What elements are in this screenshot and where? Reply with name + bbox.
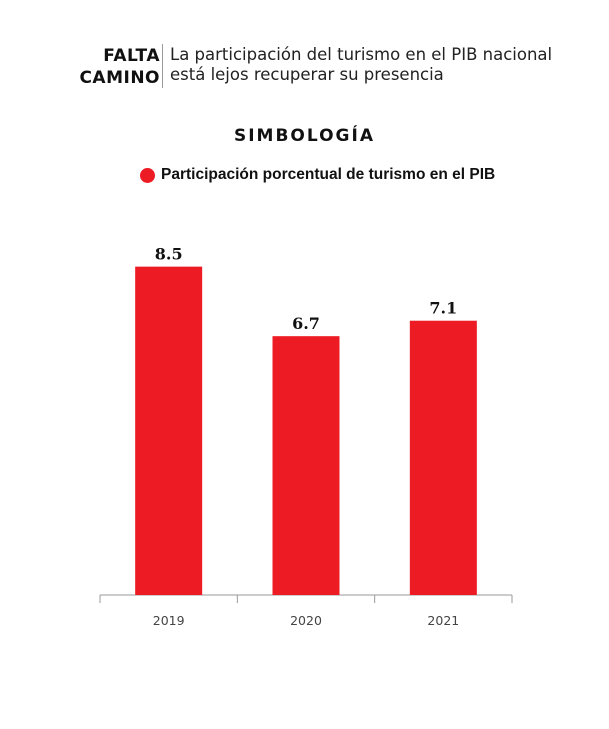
legend-label: Participación porcentual de turismo en e… — [161, 166, 496, 183]
kicker-line: FALTA — [103, 46, 160, 66]
headline-line: está lejos recuperar su presencia — [170, 65, 444, 84]
bar-2021 — [409, 320, 477, 595]
bar-2019 — [135, 266, 203, 595]
headline-line: La participación del turismo en el PIB n… — [170, 45, 553, 64]
header-divider — [162, 44, 163, 88]
kicker-line: CAMINO — [79, 68, 160, 88]
header: FALTA CAMINO La participación del turism… — [0, 40, 609, 90]
x-tick-label-2019: 2019 — [153, 613, 185, 628]
data-label-2020: 6.7 — [292, 314, 320, 333]
legend-swatch-icon — [140, 167, 155, 183]
kicker: FALTA CAMINO — [79, 45, 160, 89]
x-tick-label-2020: 2020 — [290, 613, 322, 628]
legend-entry: Participación porcentual de turismo en e… — [140, 165, 495, 185]
data-label-2021: 7.1 — [429, 299, 457, 318]
x-tick-label-2021: 2021 — [427, 613, 459, 628]
headline: La participación del turismo en el PIB n… — [170, 45, 590, 85]
data-label-2019: 8.5 — [155, 245, 183, 264]
bar-2020 — [272, 336, 340, 595]
legend-title: SIMBOLOGÍA — [233, 126, 375, 146]
